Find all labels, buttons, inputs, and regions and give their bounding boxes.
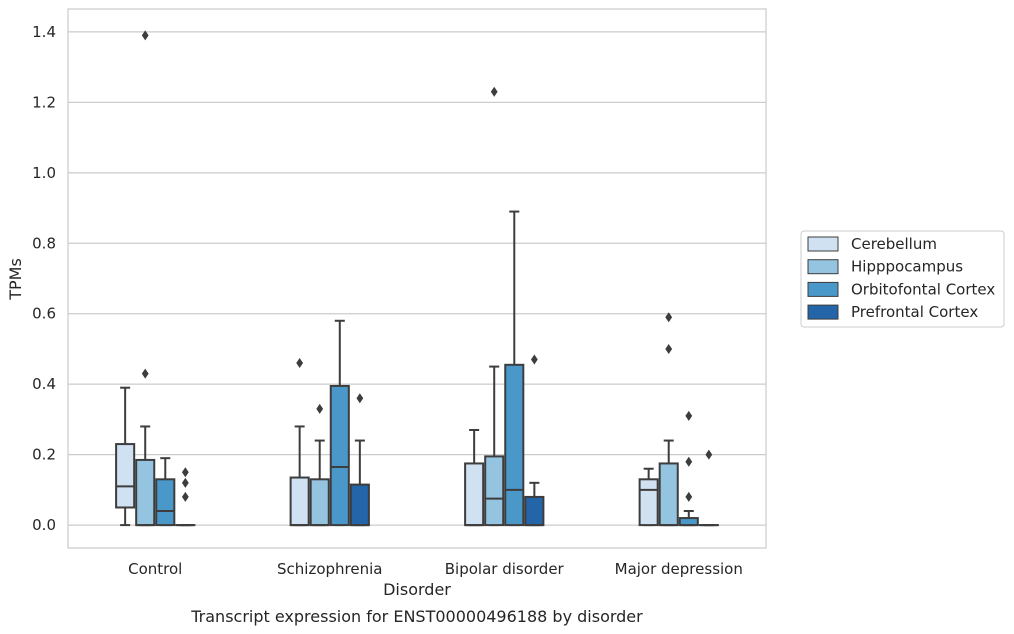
box-1-2 bbox=[484, 86, 505, 527]
box-1-0 bbox=[135, 30, 156, 527]
box-1-3 bbox=[658, 312, 679, 527]
box-0-0 bbox=[115, 386, 136, 527]
legend-frame bbox=[800, 230, 1005, 328]
outlier-point bbox=[181, 477, 189, 488]
outlier-point bbox=[685, 410, 693, 421]
outlier-point bbox=[685, 491, 693, 502]
box-1-1 bbox=[309, 403, 330, 527]
box-3-2 bbox=[524, 354, 545, 527]
plot-area-background bbox=[68, 9, 766, 548]
x-tick-label: Bipolar disorder bbox=[445, 560, 565, 578]
outlier-point bbox=[141, 368, 149, 379]
box-groups bbox=[115, 30, 719, 527]
legend-label: Cerebellum bbox=[851, 235, 937, 253]
legend-label: Hipppocampus bbox=[851, 258, 963, 276]
box-3-3 bbox=[698, 449, 719, 527]
legend-swatch bbox=[807, 304, 839, 320]
box-2-0 bbox=[155, 457, 176, 527]
y-axis-title: TPMs bbox=[6, 258, 25, 301]
legend-items: Cerebellum Hipppocampus Orbitofontal Corte… bbox=[807, 235, 995, 321]
legend-label: Orbitofontal Cortex bbox=[851, 280, 995, 298]
legend-label: Prefrontal Cortex bbox=[851, 303, 978, 321]
y-tick-label: 0.0 bbox=[32, 516, 56, 534]
outlier-point bbox=[296, 358, 304, 369]
box-rect bbox=[678, 517, 699, 527]
box-3-1 bbox=[349, 393, 370, 527]
plot-frame bbox=[67, 8, 767, 549]
box-rect bbox=[524, 495, 545, 527]
box-rect bbox=[155, 478, 176, 527]
y-tick-label: 1.4 bbox=[32, 23, 56, 41]
box-rect bbox=[115, 443, 136, 509]
legend: Cerebellum Hipppocampus Orbitofontal Corte… bbox=[800, 230, 1005, 328]
legend-swatch bbox=[807, 236, 839, 252]
y-tick-label: 1.2 bbox=[32, 93, 56, 111]
box-0-3 bbox=[638, 467, 659, 527]
box-0-1 bbox=[289, 358, 310, 527]
box-rect bbox=[658, 462, 679, 527]
outlier-point bbox=[685, 456, 693, 467]
outlier-point bbox=[665, 312, 673, 323]
y-tick-label: 1.0 bbox=[32, 164, 56, 182]
y-tick-labels: 0.0 0.2 0.4 0.6 0.8 1.0 1.2 1.4 bbox=[32, 23, 56, 534]
box-2-1 bbox=[329, 319, 350, 527]
outlier-point bbox=[665, 343, 673, 354]
box-rect bbox=[349, 483, 370, 527]
x-tick-label: Major depression bbox=[615, 560, 743, 578]
outlier-point bbox=[141, 30, 149, 41]
outlier-point bbox=[181, 467, 189, 478]
y-tick-label: 0.2 bbox=[32, 446, 56, 464]
box-rect bbox=[309, 478, 330, 527]
chart-caption: Transcript expression for ENST0000049618… bbox=[190, 607, 643, 626]
x-axis-title: Disorder bbox=[383, 580, 451, 599]
legend-swatch bbox=[807, 259, 839, 275]
box-rect bbox=[329, 384, 350, 527]
box-rect bbox=[484, 455, 505, 527]
box-2-3 bbox=[678, 410, 699, 527]
outlier-point bbox=[490, 86, 498, 97]
outlier-point bbox=[316, 403, 324, 414]
box-3-0 bbox=[175, 467, 196, 527]
outlier-point bbox=[181, 491, 189, 502]
box-rect bbox=[504, 363, 525, 527]
x-tick-label: Control bbox=[128, 560, 182, 578]
y-tick-label: 0.4 bbox=[32, 375, 56, 393]
legend-swatch bbox=[807, 281, 839, 297]
outlier-point bbox=[356, 393, 364, 404]
box-2-2 bbox=[504, 210, 525, 527]
outlier-point bbox=[530, 354, 538, 365]
outlier-point bbox=[705, 449, 713, 460]
box-rect bbox=[135, 458, 156, 527]
x-tick-labels: Control Schizophrenia Bipolar disorder Majo… bbox=[128, 560, 743, 578]
box-rect bbox=[289, 476, 310, 527]
y-tick-label: 0.6 bbox=[32, 305, 56, 323]
x-tick-label: Schizophrenia bbox=[277, 560, 382, 578]
y-tick-label: 0.8 bbox=[32, 234, 56, 252]
box-rect bbox=[638, 478, 659, 527]
box-rect bbox=[464, 462, 485, 527]
box-0-2 bbox=[464, 428, 485, 527]
